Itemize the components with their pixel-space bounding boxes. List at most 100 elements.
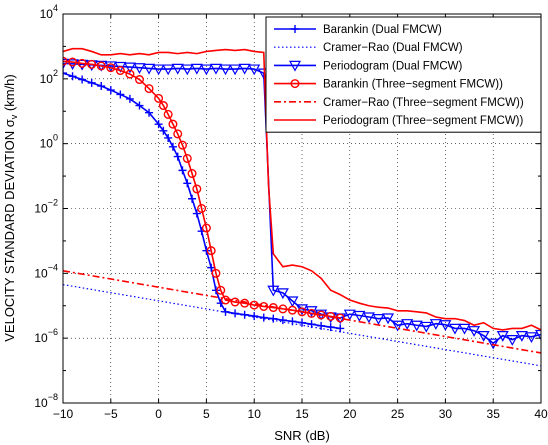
series-3-marker xyxy=(190,63,203,75)
series-3-marker xyxy=(515,331,528,342)
series-3-marker xyxy=(372,314,385,325)
series-4-marker xyxy=(206,246,216,256)
x-tick-label: −10 xyxy=(53,407,74,421)
series-1-marker xyxy=(164,133,173,142)
series-3-marker xyxy=(343,309,356,321)
series-4-marker xyxy=(68,57,78,67)
series-1-marker xyxy=(78,75,87,84)
series-3-marker xyxy=(162,64,175,76)
series-3-marker xyxy=(200,64,213,76)
series-3-marker xyxy=(534,329,541,341)
series-4-marker xyxy=(144,84,154,94)
series-1-marker xyxy=(207,263,216,272)
series-1-marker xyxy=(178,166,187,175)
series-6-line xyxy=(63,47,541,331)
series-3-marker xyxy=(477,331,490,342)
legend-label: Barankin (Dual FMCW) xyxy=(323,24,442,36)
y-tick-base: 10 xyxy=(34,202,48,216)
y-tick-exponent: −8 xyxy=(48,392,58,402)
series-3-marker xyxy=(496,331,509,342)
legend-swatch-marker xyxy=(290,79,300,89)
legend-label: Cramer−Rao (Three−segment FMCW)) xyxy=(323,97,524,109)
y-tick-label: 10−2 xyxy=(34,198,58,216)
series-3-marker xyxy=(506,335,519,346)
series-1-marker xyxy=(135,101,144,110)
series-1-marker xyxy=(125,94,134,103)
series-4-marker xyxy=(96,61,106,71)
series-5-line xyxy=(63,269,541,354)
y-tick-base: 10 xyxy=(40,137,54,151)
series-3-marker xyxy=(401,319,414,330)
y-tick-label: 10−4 xyxy=(34,262,58,280)
y-tick-exponent: −2 xyxy=(48,198,58,208)
y-tick-base: 10 xyxy=(34,266,48,280)
series-4-line xyxy=(63,60,341,319)
series-4-marker xyxy=(177,140,187,150)
series-3-marker xyxy=(382,313,395,325)
series-1-marker xyxy=(278,316,287,325)
series-3-marker xyxy=(143,63,156,75)
y-axis-title: VELOCITY STANDARD DEVIATION σv (km/h) xyxy=(2,74,19,342)
series-4-marker xyxy=(77,58,87,68)
series-5 xyxy=(63,269,541,354)
series-2-line xyxy=(63,283,541,367)
series-1-marker xyxy=(250,312,259,321)
series-4-marker xyxy=(192,184,202,194)
x-tick-label: 40 xyxy=(534,407,548,421)
series-3-marker xyxy=(468,326,481,337)
series-4-marker xyxy=(268,303,278,313)
series-3-marker xyxy=(410,320,423,332)
series-3-marker xyxy=(439,320,452,331)
x-tick-label: 15 xyxy=(295,407,309,421)
y-tick-exponent: 2 xyxy=(53,68,58,78)
series-3-marker xyxy=(219,64,232,76)
x-tick-label: 0 xyxy=(155,407,162,421)
axis-ticks: −10 −5 0 5 10 15 20 25 30 35 4010−810−610−410−2100… xyxy=(34,3,548,421)
series-1-marker xyxy=(159,126,168,135)
series-3-marker xyxy=(286,296,299,308)
series-3-marker xyxy=(152,64,165,76)
series-3-marker xyxy=(487,338,500,350)
series-4-marker xyxy=(173,129,183,139)
series-1-marker xyxy=(116,90,125,99)
x-tick-label: 35 xyxy=(487,407,501,421)
x-tick-label: −5 xyxy=(104,407,118,421)
series-3-marker xyxy=(123,62,136,74)
x-tick-label: 20 xyxy=(343,407,357,421)
series-3-marker xyxy=(229,64,242,76)
series-4-marker xyxy=(326,311,336,321)
y-tick-exponent: −4 xyxy=(48,262,58,272)
plot-series xyxy=(63,47,541,367)
legend-swatch-marker xyxy=(291,25,299,33)
series-1-marker xyxy=(97,82,106,91)
series-4-marker xyxy=(187,169,197,179)
series-2 xyxy=(63,283,541,367)
series-1-marker xyxy=(154,120,163,129)
x-axis-title: SNR (dB) xyxy=(274,428,330,443)
y-tick-label: 10−8 xyxy=(34,392,58,410)
legend-swatch-marker xyxy=(288,60,302,72)
series-3-marker xyxy=(171,63,184,75)
series-4-marker xyxy=(197,203,207,213)
series-4-marker xyxy=(134,75,144,85)
series-4-marker xyxy=(335,313,345,323)
series-4-marker xyxy=(125,69,135,79)
series-1-marker xyxy=(87,78,96,87)
x-tick-label: 30 xyxy=(439,407,453,421)
series-3-marker xyxy=(429,319,442,330)
y-tick-label: 100 xyxy=(40,133,58,151)
series-3-marker xyxy=(525,332,538,344)
y-tick-base: 10 xyxy=(34,331,48,345)
series-4-marker xyxy=(182,153,192,163)
series-4-marker xyxy=(201,223,211,233)
series-3-marker xyxy=(458,323,471,335)
series-1-marker xyxy=(68,72,77,81)
series-3-marker xyxy=(76,59,89,71)
series-4-marker xyxy=(216,285,226,295)
legend-label: Cramer−Rao (Dual FMCW) xyxy=(323,42,463,54)
series-1-marker xyxy=(188,194,197,203)
series-4-marker xyxy=(115,66,125,76)
series-1-marker xyxy=(106,86,115,95)
series-4-marker xyxy=(259,301,269,311)
series-1-marker xyxy=(145,108,154,117)
